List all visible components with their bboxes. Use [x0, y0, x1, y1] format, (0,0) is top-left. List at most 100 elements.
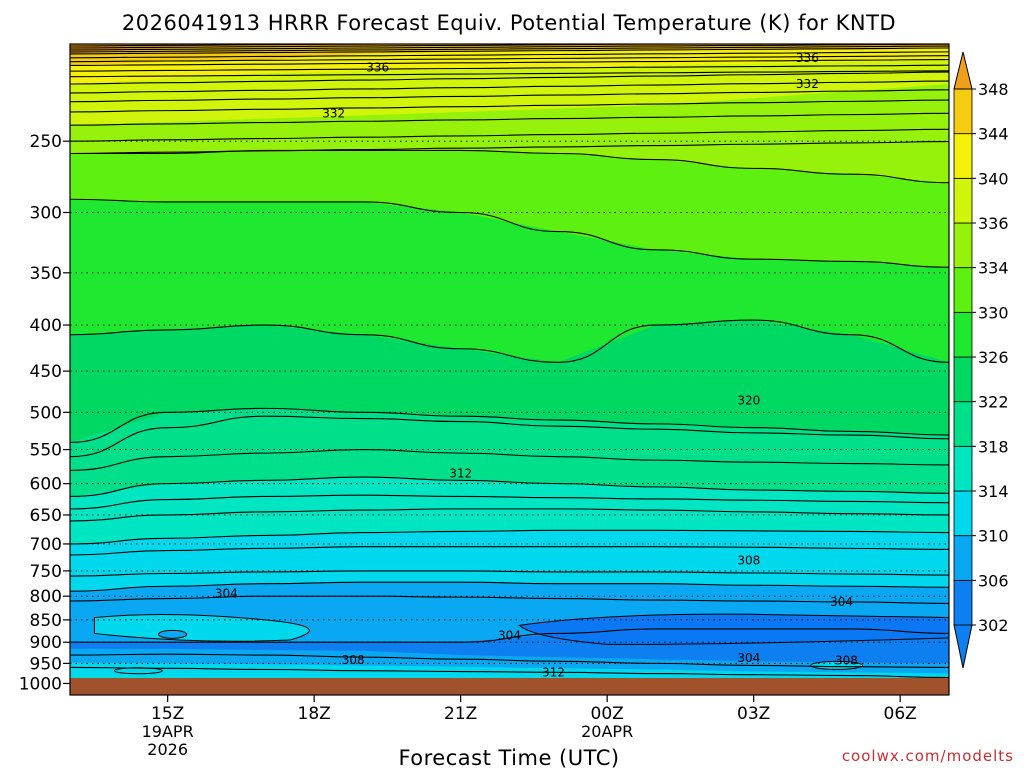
colorbar-arrow-high — [953, 51, 973, 90]
y-tick-label: 950 — [30, 654, 62, 674]
colorbar-segment — [953, 222, 973, 269]
colorbar: 302 306 310 314 318 322 326 330 334 336 340 344 348 — [953, 51, 1009, 669]
plot-area — [70, 44, 949, 695]
x-tick-date: 20APR — [581, 722, 633, 741]
y-tick-label: 1000 — [19, 674, 62, 694]
colorbar-label: 334 — [978, 259, 1009, 278]
y-tick-label: 250 — [30, 132, 62, 152]
contour-label: 308 — [835, 653, 858, 667]
contour-line — [70, 71, 949, 85]
x-tick-label: 18Z — [298, 704, 331, 724]
colorbar-label: 318 — [978, 437, 1009, 456]
colorbar-segment — [953, 133, 973, 179]
contour-label: 304 — [737, 651, 760, 665]
contour-line — [70, 70, 949, 78]
x-axis-label: Forecast Time (UTC) — [398, 746, 619, 768]
colorbar-segment — [953, 356, 973, 403]
contour-label: 320 — [737, 393, 760, 407]
colorbar-segment — [953, 401, 973, 447]
colorbar-arrow-low — [953, 624, 973, 669]
contour-line — [70, 45, 949, 53]
colorbar-label: 302 — [978, 616, 1009, 635]
contour-line — [70, 508, 949, 522]
contour-line — [70, 44, 733, 49]
y-tick-label: 750 — [30, 562, 62, 582]
contour-line — [70, 89, 949, 103]
contour-line — [70, 319, 949, 363]
contour-label: 332 — [796, 77, 819, 91]
y-tick-label: 300 — [30, 204, 62, 224]
colorbar-label: 330 — [978, 303, 1009, 322]
colorbar-segment — [953, 579, 973, 626]
y-tick-label: 550 — [30, 441, 62, 461]
colorbar-segment — [953, 267, 973, 313]
y-axis: 2503003504004505005506006507007508008509… — [19, 132, 70, 694]
contour-line — [70, 44, 949, 51]
x-tick-label: 21Z — [444, 704, 477, 724]
contour-line — [70, 149, 949, 184]
contour-line — [70, 666, 949, 679]
colorbar-segment — [953, 490, 973, 537]
credit-label: coolwx.com/modelts — [842, 747, 1014, 765]
contour-label: 304 — [498, 629, 521, 643]
y-tick-label: 350 — [30, 264, 62, 284]
contour-label: 308 — [737, 553, 760, 567]
x-tick-year: 2026 — [147, 740, 188, 759]
contour-label: 304 — [830, 595, 853, 609]
y-tick-label: 400 — [30, 316, 62, 336]
colorbar-segment — [953, 177, 973, 224]
contour-line — [70, 628, 949, 643]
x-tick-label: 06Z — [884, 704, 917, 724]
contour-line — [70, 47, 949, 55]
contour-line — [70, 99, 949, 113]
colorbar-segment — [953, 445, 973, 492]
colorbar-segment — [953, 535, 973, 581]
colorbar-label: 348 — [978, 80, 1009, 99]
contour-label: 308 — [342, 653, 365, 667]
colorbar-segment — [953, 88, 973, 135]
contour-line — [70, 653, 949, 669]
y-tick-label: 500 — [30, 403, 62, 423]
contour-line — [70, 476, 949, 498]
contour-label: 312 — [449, 467, 472, 481]
contour-line — [70, 415, 949, 458]
contour-line — [70, 59, 949, 67]
contour-line — [70, 595, 949, 604]
contour-line — [70, 529, 949, 545]
contour-line — [70, 55, 949, 63]
contour-line — [70, 494, 949, 510]
colorbar-label: 314 — [978, 482, 1009, 501]
contour-line — [70, 80, 949, 94]
colorbar-label: 326 — [978, 348, 1009, 367]
y-tick-label: 900 — [30, 633, 62, 653]
contour-line — [70, 51, 949, 59]
x-tick-label: 15Z — [151, 704, 184, 724]
contour-line — [70, 449, 949, 471]
contour-pocket — [93, 614, 310, 642]
y-tick-label: 800 — [30, 587, 62, 607]
y-tick-label: 850 — [30, 611, 62, 631]
contour-line — [70, 581, 949, 592]
colorbar-label: 344 — [978, 125, 1009, 144]
colorbar-label: 336 — [978, 214, 1009, 233]
colorbar-label: 306 — [978, 571, 1009, 590]
colorbar-segment — [953, 311, 973, 358]
y-tick-label: 600 — [30, 475, 62, 495]
colorbar-label: 322 — [978, 393, 1009, 412]
contour-label: 304 — [215, 587, 238, 601]
colorbar-label: 310 — [978, 527, 1009, 546]
contour-label: 332 — [322, 107, 345, 121]
y-tick-label: 650 — [30, 506, 62, 526]
contour-line — [70, 546, 949, 556]
contour-line — [70, 44, 436, 47]
colorbar-label: 340 — [978, 169, 1009, 188]
y-tick-label: 450 — [30, 362, 62, 382]
contour-line — [70, 112, 949, 126]
plot-frame — [69, 43, 950, 696]
contour-label: 336 — [796, 51, 819, 65]
contour-line — [70, 64, 949, 72]
contour-line — [70, 128, 949, 142]
x-tick-label: 03Z — [737, 704, 770, 724]
